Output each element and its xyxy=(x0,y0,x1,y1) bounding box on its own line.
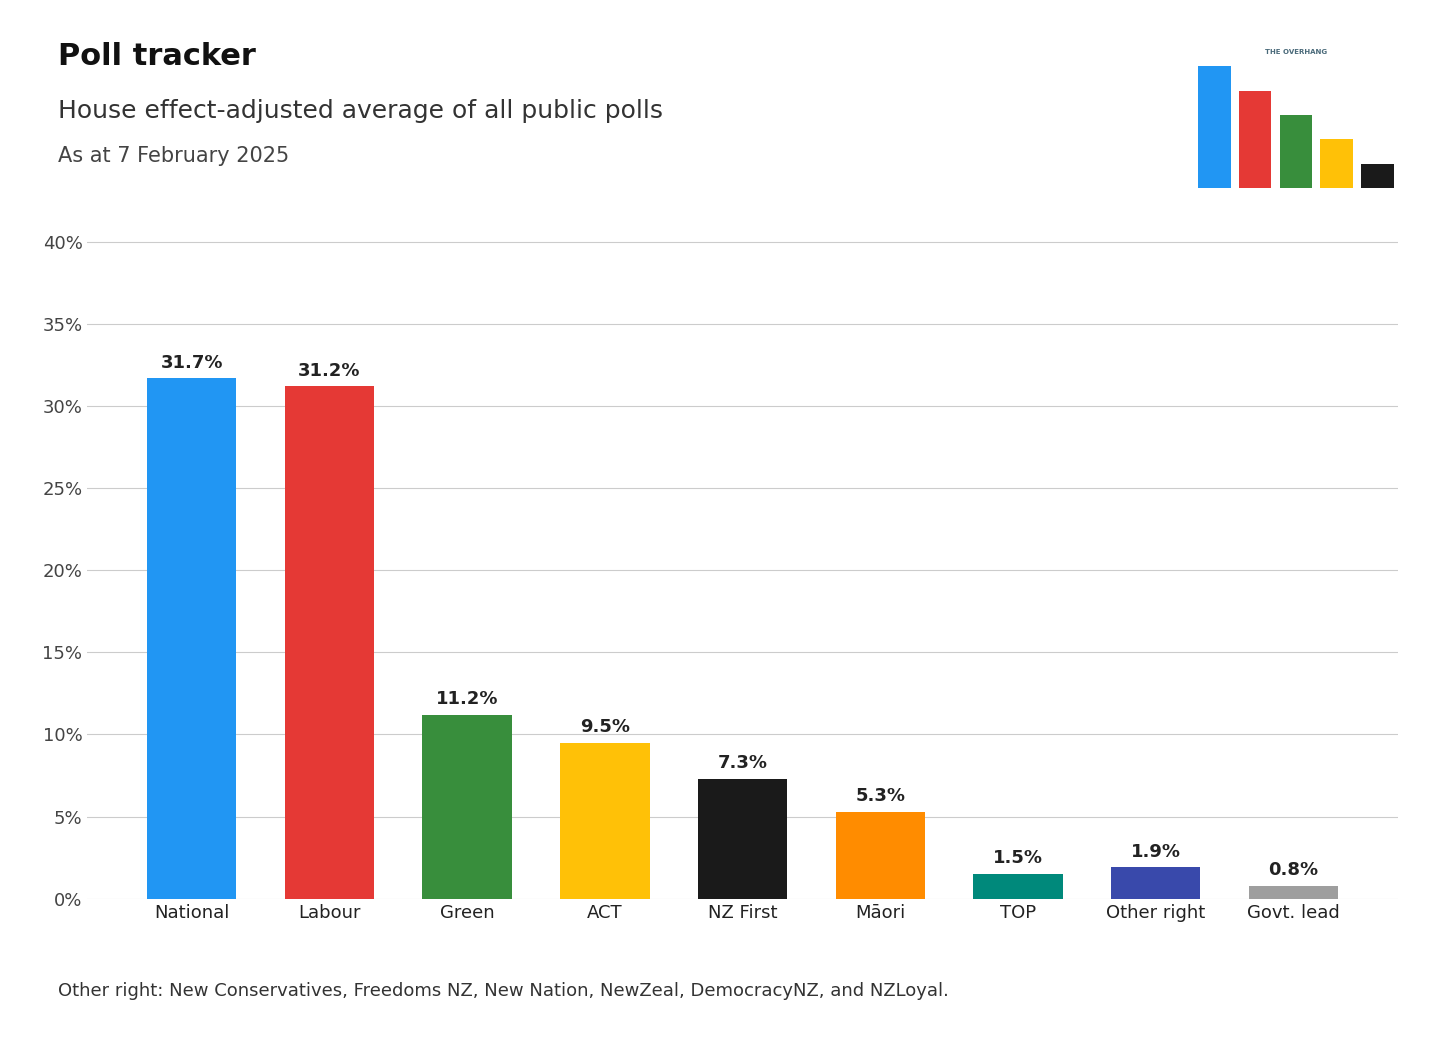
Bar xyxy=(836,812,925,899)
Bar xyxy=(973,874,1063,899)
Bar xyxy=(1249,885,1338,899)
Text: 7.3%: 7.3% xyxy=(718,754,767,772)
Bar xyxy=(1111,867,1201,899)
Text: 1.5%: 1.5% xyxy=(993,850,1042,867)
Text: 31.7%: 31.7% xyxy=(160,353,223,372)
Text: House effect-adjusted average of all public polls: House effect-adjusted average of all pub… xyxy=(58,99,664,123)
Text: 1.9%: 1.9% xyxy=(1131,843,1181,861)
Bar xyxy=(1280,115,1312,188)
Bar xyxy=(697,779,788,899)
Bar xyxy=(1239,91,1271,188)
Text: 11.2%: 11.2% xyxy=(435,690,498,709)
Bar xyxy=(284,387,374,899)
Text: 9.5%: 9.5% xyxy=(579,718,630,736)
Text: Other right: New Conservatives, Freedoms NZ, New Nation, NewZeal, DemocracyNZ, a: Other right: New Conservatives, Freedoms… xyxy=(58,982,949,1000)
Bar xyxy=(422,715,513,899)
Bar xyxy=(1361,164,1393,188)
Text: 31.2%: 31.2% xyxy=(298,362,361,379)
Text: Poll tracker: Poll tracker xyxy=(58,42,256,71)
Text: As at 7 February 2025: As at 7 February 2025 xyxy=(58,146,290,166)
Bar xyxy=(147,378,236,899)
Bar xyxy=(1321,139,1353,188)
Bar xyxy=(561,743,649,899)
Text: 0.8%: 0.8% xyxy=(1268,861,1319,879)
Text: 5.3%: 5.3% xyxy=(855,787,906,805)
Bar xyxy=(1198,66,1230,188)
Text: THE OVERHANG: THE OVERHANG xyxy=(1265,49,1326,55)
